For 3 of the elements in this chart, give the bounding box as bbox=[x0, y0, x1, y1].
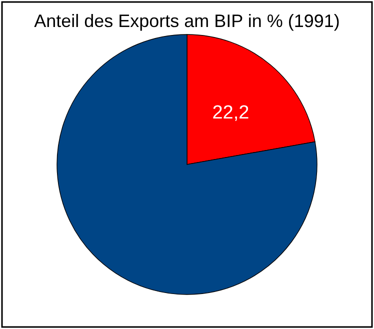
chart-title: Anteil des Exports am BIP in % (1991) bbox=[34, 11, 340, 31]
data-label: 22,2 bbox=[212, 102, 250, 124]
pie-slice bbox=[56, 34, 318, 295]
